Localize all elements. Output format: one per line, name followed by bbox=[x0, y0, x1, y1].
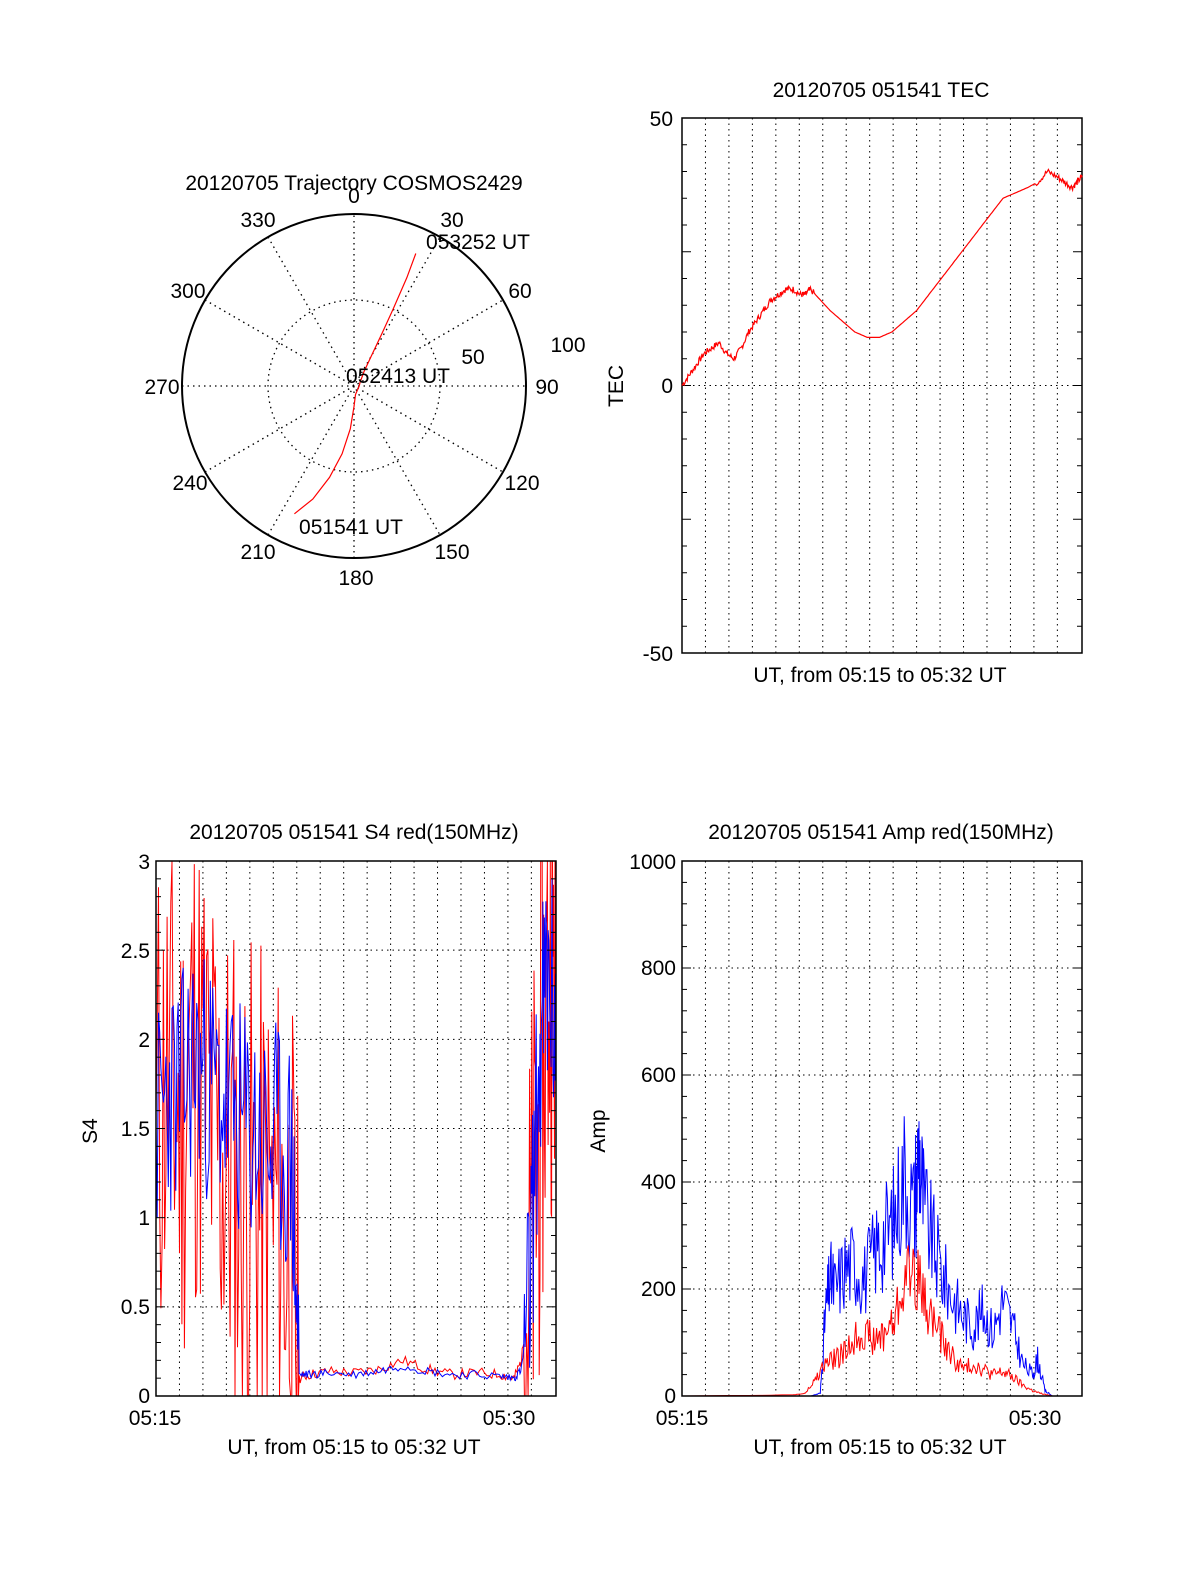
polar-outer-circle bbox=[181, 213, 527, 559]
amp-xtick-start: 05:15 bbox=[656, 1407, 709, 1430]
polar-grid bbox=[182, 214, 526, 558]
amp-ytick-400: 400 bbox=[641, 1171, 676, 1194]
tec-grid bbox=[682, 118, 1082, 653]
tec-minor-ticks bbox=[682, 144, 1082, 627]
tec-panel: 20120705 051541 TEC 50 0 -50 TEC UT, fro… bbox=[605, 79, 1083, 687]
radial-label-50: 50 bbox=[461, 346, 484, 369]
amp-grid bbox=[682, 861, 1082, 1396]
s4-title: 20120705 051541 S4 red(150MHz) bbox=[189, 821, 518, 844]
polar-spoke-150 bbox=[267, 236, 441, 536]
tec-series-line bbox=[681, 168, 1083, 387]
s4-ytick-0: 0 bbox=[138, 1385, 150, 1408]
tec-ylabel: TEC bbox=[605, 365, 628, 407]
azimuth-label-0: 0 bbox=[348, 185, 360, 208]
amp-blue-series bbox=[682, 1116, 1082, 1397]
tec-title: 20120705 051541 TEC bbox=[773, 79, 990, 102]
time-label-end: 053252 UT bbox=[426, 231, 530, 254]
s4-panel: 20120705 051541 S4 red(150MHz) 0 0.5 1 1… bbox=[79, 821, 557, 1459]
azimuth-label-150: 150 bbox=[434, 541, 469, 564]
amp-title: 20120705 051541 Amp red(150MHz) bbox=[708, 821, 1054, 844]
azimuth-label-210: 210 bbox=[240, 541, 275, 564]
tec-xlabel: UT, from 05:15 to 05:32 UT bbox=[753, 664, 1006, 687]
s4-xtick-start: 05:15 bbox=[129, 1407, 182, 1430]
azimuth-label-270: 270 bbox=[144, 376, 179, 399]
s4-ytick-2: 2 bbox=[138, 1029, 150, 1052]
amp-xlabel: UT, from 05:15 to 05:32 UT bbox=[753, 1436, 1006, 1459]
polar-ring-50 bbox=[267, 299, 441, 473]
s4-ytick-0-5: 0.5 bbox=[121, 1296, 150, 1319]
trajectory-track bbox=[294, 253, 417, 515]
tec-ytick-0: 0 bbox=[661, 375, 673, 398]
amp-ylabel: Amp bbox=[587, 1109, 610, 1152]
s4-blue-series bbox=[155, 878, 557, 1382]
tec-ytick-50: 50 bbox=[650, 108, 673, 131]
azimuth-label-300: 300 bbox=[170, 280, 205, 303]
time-label-mid: 052413 UT bbox=[346, 365, 450, 388]
s4-ylabel: S4 bbox=[79, 1118, 102, 1144]
azimuth-label-330: 330 bbox=[240, 209, 275, 232]
s4-minor-ticks bbox=[156, 878, 556, 1379]
s4-ytick-1-5: 1.5 bbox=[121, 1118, 150, 1141]
radial-label-100: 100 bbox=[550, 334, 585, 357]
amp-panel: 20120705 051541 Amp red(150MHz) 0 200 40… bbox=[587, 821, 1083, 1459]
tec-ytick-m50: -50 bbox=[643, 643, 673, 666]
amp-plot-frame bbox=[681, 860, 1083, 1397]
amp-xtick-end: 05:30 bbox=[1009, 1407, 1062, 1430]
amp-ytick-1000: 1000 bbox=[629, 851, 676, 874]
amp-ytick-600: 600 bbox=[641, 1064, 676, 1087]
azimuth-label-90: 90 bbox=[535, 376, 558, 399]
amp-ytick-800: 800 bbox=[641, 957, 676, 980]
s4-ytick-1: 1 bbox=[138, 1207, 150, 1230]
trajectory-panel: 20120705 Trajectory COSMOS2429 0 30 60 9… bbox=[144, 172, 585, 590]
amp-red-series bbox=[681, 1245, 1082, 1397]
trajectory-title: 20120705 Trajectory COSMOS2429 bbox=[185, 172, 522, 195]
s4-xlabel: UT, from 05:15 to 05:32 UT bbox=[227, 1436, 480, 1459]
s4-xtick-end: 05:30 bbox=[483, 1407, 536, 1430]
azimuth-label-240: 240 bbox=[172, 472, 207, 495]
azimuth-label-120: 120 bbox=[504, 472, 539, 495]
s4-ytick-2-5: 2.5 bbox=[121, 940, 150, 963]
amp-minor-ticks bbox=[682, 881, 1082, 1376]
amp-ytick-200: 200 bbox=[641, 1278, 676, 1301]
s4-ytick-3: 3 bbox=[138, 851, 150, 874]
azimuth-label-180: 180 bbox=[338, 567, 373, 590]
s4-red-series bbox=[155, 860, 557, 1397]
azimuth-label-30: 30 bbox=[440, 209, 463, 232]
azimuth-label-60: 60 bbox=[508, 280, 531, 303]
time-label-start: 051541 UT bbox=[299, 516, 403, 539]
amp-ytick-0: 0 bbox=[664, 1385, 676, 1408]
